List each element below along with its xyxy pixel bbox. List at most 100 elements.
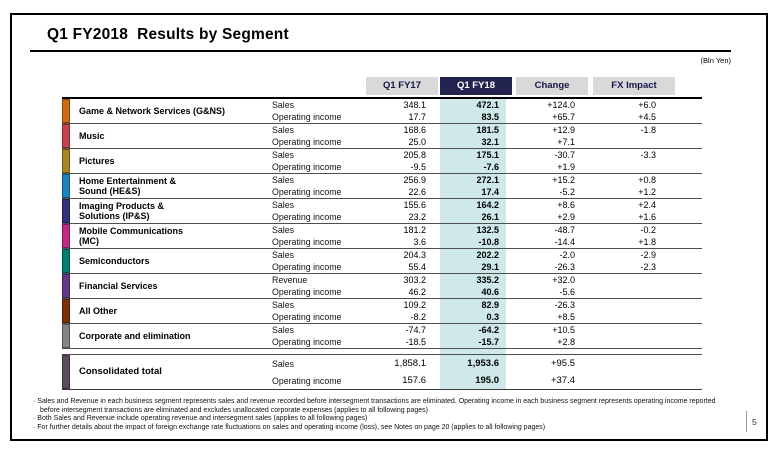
value-q1fy18: 181.5: [476, 125, 499, 135]
value-change: -26.3: [554, 300, 575, 310]
value-change: +8.5: [557, 312, 575, 322]
column-header-q1fy18: Q1 FY18: [440, 77, 512, 95]
row-label: Operating income: [272, 162, 342, 172]
table-row: Operating income 55.4 29.1 -26.3 -2.3: [270, 261, 702, 273]
value-q1fy17: 17.7: [408, 112, 426, 122]
value-change: -2.0: [559, 250, 575, 260]
value-q1fy17: 46.2: [408, 287, 426, 297]
segment-name: Pictures: [79, 156, 115, 166]
value-change: -5.2: [559, 187, 575, 197]
row-label: Sales: [272, 358, 295, 369]
value-change: -5.6: [559, 287, 575, 297]
slide-border: [10, 13, 768, 441]
table-header-row: Q1 FY17 Q1 FY18 Change FX Impact: [62, 77, 702, 95]
table-body-consolidated-total: Consolidated total Sales 1,858.1 1,953.6…: [62, 354, 702, 390]
table-row: Operating income 17.7 83.5 +65.7 +4.5: [270, 111, 702, 123]
table-row: Sales 181.2 132.5 -48.7 -0.2: [270, 224, 702, 236]
row-label: Sales: [272, 325, 295, 335]
table-row: Operating income 22.6 17.4 -5.2 +1.2: [270, 186, 702, 198]
value-fx-impact: -0.2: [640, 225, 656, 235]
segment-block: Consolidated total Sales 1,858.1 1,953.6…: [62, 355, 702, 389]
table-row: Operating income 46.2 40.6 -5.6: [270, 286, 702, 298]
value-q1fy18: 32.1: [481, 137, 499, 147]
row-label: Operating income: [272, 262, 342, 272]
value-change: -30.7: [554, 150, 575, 160]
segment-name: Corporate and elimination: [79, 331, 191, 341]
segment-value-rows: Revenue 303.2 335.2 +32.0 Operating inco…: [270, 274, 702, 298]
segment-value-rows: Sales 204.3 202.2 -2.0 -2.9 Operating in…: [270, 249, 702, 273]
value-q1fy17: 181.2: [403, 225, 426, 235]
value-q1fy17: 205.8: [403, 150, 426, 160]
segment-color-bar: [62, 124, 70, 148]
value-q1fy18: 272.1: [476, 175, 499, 185]
value-change: +7.1: [557, 137, 575, 147]
row-label: Operating income: [272, 237, 342, 247]
value-change: +65.7: [552, 112, 575, 122]
segment-color-bar: [62, 299, 70, 323]
value-q1fy18: 0.3: [486, 312, 499, 322]
value-q1fy18: 17.4: [481, 187, 499, 197]
footnotes: · Sales and Revenue in each business seg…: [33, 398, 725, 432]
row-label: Operating income: [272, 375, 342, 386]
segment-value-rows: Sales 348.1 472.1 +124.0 +6.0 Operating …: [270, 99, 702, 123]
page-number: 5: [752, 417, 757, 427]
page-title: Q1 FY2018 Results by Segment: [47, 26, 289, 43]
value-fx-impact: -2.3: [640, 262, 656, 272]
value-change: -48.7: [554, 225, 575, 235]
value-fx-impact: +2.4: [638, 200, 656, 210]
row-label: Operating income: [272, 287, 342, 297]
row-label: Operating income: [272, 312, 342, 322]
row-label: Sales: [272, 150, 295, 160]
row-label: Operating income: [272, 137, 342, 147]
value-fx-impact: +1.8: [638, 237, 656, 247]
segment-name: Mobile Communications (MC): [79, 226, 184, 246]
segment-block: Game & Network Services (G&NS) Sales 348…: [62, 99, 702, 123]
value-fx-impact: +1.6: [638, 212, 656, 222]
value-q1fy17: 155.6: [403, 200, 426, 210]
value-q1fy18: -10.8: [478, 237, 499, 247]
segment-block: Financial Services Revenue 303.2 335.2 +…: [62, 273, 702, 298]
value-change: +124.0: [547, 100, 575, 110]
fy18-highlight-band: [440, 97, 506, 390]
value-q1fy18: 83.5: [481, 112, 499, 122]
segment-value-rows: Sales 155.6 164.2 +8.6 +2.4 Operating in…: [270, 199, 702, 223]
table-row: Sales 204.3 202.2 -2.0 -2.9: [270, 249, 702, 261]
row-label: Operating income: [272, 112, 342, 122]
value-q1fy18: 82.9: [481, 300, 499, 310]
table-row: Sales 109.2 82.9 -26.3: [270, 299, 702, 311]
table-row: Operating income 3.6 -10.8 -14.4 +1.8: [270, 236, 702, 248]
segment-value-rows: Sales -74.7 -64.2 +10.5 Operating income…: [270, 324, 702, 348]
table-row: Sales -74.7 -64.2 +10.5: [270, 324, 702, 336]
value-q1fy18: 202.2: [476, 250, 499, 260]
value-q1fy18: 26.1: [481, 212, 499, 222]
row-label: Sales: [272, 225, 295, 235]
value-q1fy17: -74.7: [405, 325, 426, 335]
segment-color-bar: [62, 274, 70, 298]
value-q1fy18: 40.6: [481, 287, 499, 297]
table-row: Operating income 23.2 26.1 +2.9 +1.6: [270, 211, 702, 223]
segment-color-bar: [62, 99, 70, 123]
row-label: Revenue: [272, 275, 308, 285]
segment-name: Music: [79, 131, 105, 141]
value-q1fy17: -9.5: [410, 162, 426, 172]
value-q1fy18: 472.1: [476, 100, 499, 110]
row-label: Operating income: [272, 212, 342, 222]
value-q1fy18: 164.2: [476, 200, 499, 210]
segment-value-rows: Sales 181.2 132.5 -48.7 -0.2 Operating i…: [270, 224, 702, 248]
segment-block: Corporate and elimination Sales -74.7 -6…: [62, 323, 702, 348]
value-fx-impact: +0.8: [638, 175, 656, 185]
segment-name: Semiconductors: [79, 256, 150, 266]
value-q1fy18: -64.2: [478, 325, 499, 335]
column-header-q1fy17: Q1 FY17: [366, 77, 438, 95]
table-row: Sales 205.8 175.1 -30.7 -3.3: [270, 149, 702, 161]
table-row: Sales 155.6 164.2 +8.6 +2.4: [270, 199, 702, 211]
value-q1fy18: 335.2: [476, 275, 499, 285]
value-q1fy18: 1,953.6: [467, 358, 499, 369]
value-q1fy17: 3.6: [413, 237, 426, 247]
value-change: +32.0: [552, 275, 575, 285]
title-underline: [30, 50, 731, 52]
row-label: Sales: [272, 300, 295, 310]
value-q1fy17: 22.6: [408, 187, 426, 197]
value-fx-impact: +4.5: [638, 112, 656, 122]
value-change: +12.9: [552, 125, 575, 135]
